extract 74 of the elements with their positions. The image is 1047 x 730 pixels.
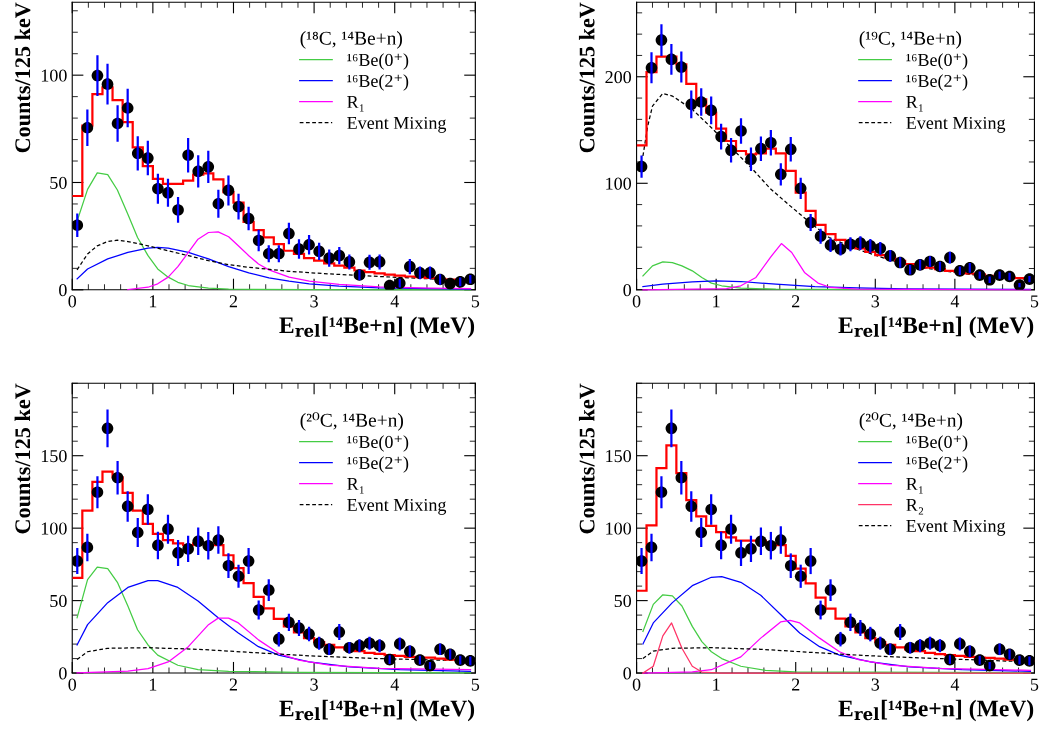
line-series [76,246,472,290]
legend-label: R₁ [347,478,364,494]
legend-label: Event Mixing [906,116,1006,133]
x-tick-label: 5 [1030,295,1039,308]
x-tick-label: 5 [471,295,480,308]
legend-title: (²⁰C, ¹⁴Be+n) [300,412,404,431]
legend-label: ¹⁶Be(2⁺) [347,456,409,473]
legend-label: R₁ [906,96,923,112]
legend-label: R₁ [906,478,923,494]
legend-title: (¹⁸C, ¹⁴Be+n) [300,31,402,49]
x-axis-title: E$_{rel}$[¹⁴Be+n] (MeV) [279,699,475,722]
y-tick-label: 100 [606,522,632,535]
y-tick-label: 150 [41,449,67,463]
legend-label: ¹⁶Be(0⁺) [906,435,968,452]
line-series [76,617,472,674]
legend-label: Event Mixing [906,519,1006,536]
legend-label: R₁ [347,96,364,112]
y-tick-label: 50 [614,594,632,608]
x-tick-label: 1 [149,295,157,308]
y-axis-title: Counts/125 keV [578,383,595,534]
line-series [127,231,472,291]
point [383,279,396,290]
legend-label: ¹⁶Be(2⁺) [906,74,968,91]
x-tick-label: 0 [632,295,641,308]
y-tick-label: 100 [606,177,632,190]
y-tick-label: 0 [59,284,67,297]
x-tick-label: 2 [229,295,237,308]
x-tick-label: 4 [390,678,399,691]
legend-label: Event Mixing [347,116,447,133]
y-axis-title: Counts/125 keV [578,2,595,153]
x-tick-label: 5 [471,678,480,691]
x-tick-label: 0 [68,295,77,308]
y-tick-label: 0 [623,667,632,680]
y-tick-label: 0 [59,667,67,680]
x-tick-label: 0 [68,678,77,691]
x-tick-label: 2 [792,295,800,308]
y-tick-label: 150 [606,449,632,463]
y-axis-title: Counts/125 keV [14,383,31,534]
x-tick-label: 1 [713,295,720,308]
x-tick-label: 3 [871,295,880,308]
y-axis-title: Counts/125 keV [14,2,31,153]
legend-label: ¹⁶Be(0⁺) [906,53,968,70]
x-tick-label: 0 [632,678,641,691]
line-series [642,575,1032,672]
x-tick-label: 5 [1030,678,1039,691]
legend-label: R₂ [906,499,924,515]
line-series [642,242,1032,291]
legend-label: ¹⁶Be(0⁺) [347,435,409,452]
x-tick-label: 1 [149,678,157,691]
y-tick-label: 50 [50,594,67,608]
x-tick-label: 3 [871,678,880,691]
x-tick-label: 2 [792,678,800,691]
legend-label: ¹⁶Be(0⁺) [347,53,409,70]
y-tick-label: 100 [41,69,67,82]
y-tick-label: 200 [605,71,632,84]
legend-label: Event Mixing [347,498,447,515]
y-tick-label: 100 [41,522,67,535]
legend-label: ¹⁶Be(2⁺) [906,456,968,473]
x-tick-label: 4 [950,678,960,691]
y-tick-label: 50 [50,176,67,189]
point [444,277,456,290]
legend-title: (²⁰C, ¹⁴Be+n) [859,412,963,431]
y-tick-label: 0 [623,284,632,297]
x-axis-title: E$_{rel}$[¹⁴Be+n] (MeV) [279,316,475,339]
x-tick-label: 1 [713,678,720,691]
legend-label: ¹⁶Be(2⁺) [347,74,409,91]
x-tick-label: 4 [950,295,960,308]
x-tick-label: 4 [390,295,399,308]
x-axis-title: E$_{rel}$[¹⁴Be+n] (MeV) [838,316,1034,339]
legend-title: (¹⁹C, ¹⁴Be+n) [859,31,962,49]
x-tick-label: 3 [310,678,318,691]
x-tick-label: 3 [310,295,318,308]
x-tick-label: 2 [229,678,237,691]
x-axis-title: E$_{rel}$[¹⁴Be+n] (MeV) [838,699,1034,722]
